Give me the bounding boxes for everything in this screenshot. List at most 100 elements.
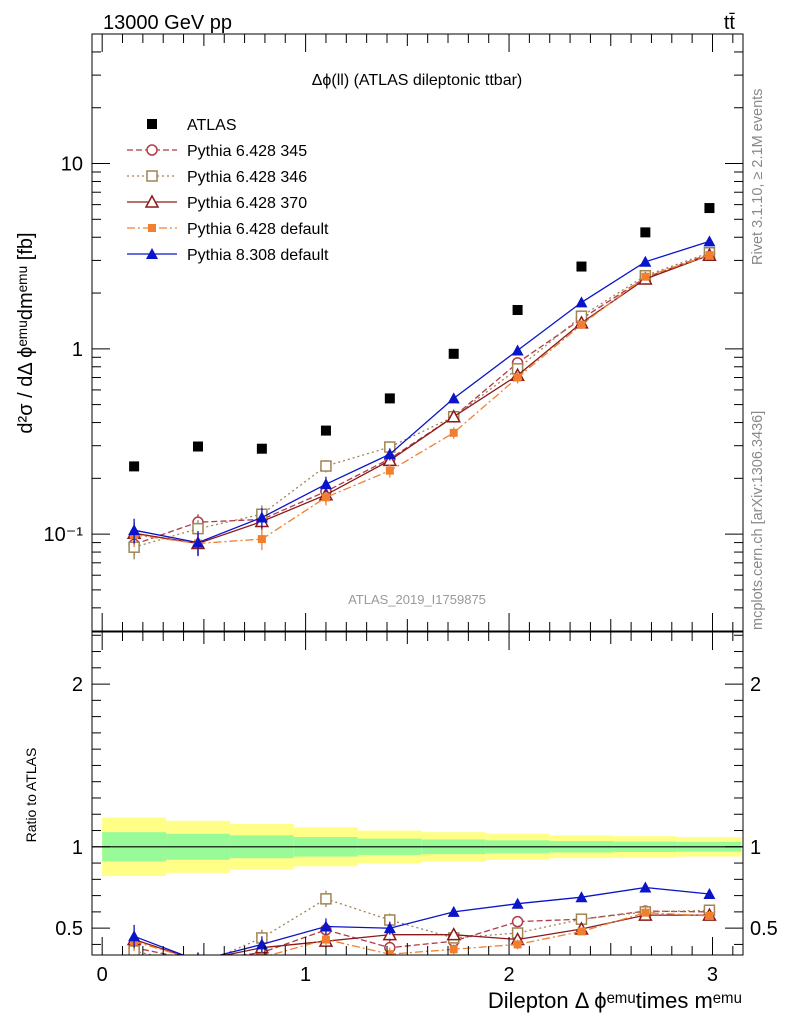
main-point [256, 443, 267, 454]
ratio-series-4 [128, 881, 716, 955]
main-point [383, 448, 396, 460]
analysis-watermark: ATLAS_2019_I1759875 [348, 592, 486, 607]
mcplots-label: mcplots.cern.ch [arXiv:1306.3436] [750, 411, 766, 630]
main-point [512, 304, 523, 315]
main-point [321, 493, 330, 502]
main-point [385, 466, 394, 475]
ratio-frame [91, 631, 744, 956]
main-series-line [134, 254, 710, 545]
main-plot-area [126, 203, 717, 560]
main-point [320, 460, 332, 472]
ratio-point [257, 953, 266, 955]
ratio-plot-area [92, 817, 743, 971]
ratio-point [513, 940, 522, 949]
ratio-point [446, 927, 461, 941]
main-point [255, 511, 268, 523]
legend-entry: Pythia 6.428 345 [127, 143, 307, 160]
legend-marker [147, 119, 157, 129]
rivet-label: Rivet 3.1.10, ≥ 2.1M events [750, 89, 766, 265]
main-title: Δϕ(ll) (ATLAS dileptonic ttbar) [312, 72, 523, 89]
main-series-3 [126, 247, 717, 556]
ratio-series-line [133, 914, 710, 955]
ratio-axes: 0.5 0.5 1 1 2 2 0 1 2 3 [55, 632, 778, 986]
main-series-line [133, 254, 710, 545]
main-point [577, 320, 586, 329]
main-series-1 [128, 248, 716, 557]
ratio-point [194, 957, 202, 965]
main-series-4 [130, 251, 714, 556]
main-y-tick-label: 10 [61, 154, 83, 176]
legend-entry: Pythia 8.308 default [127, 247, 329, 264]
ratio-series-line [133, 898, 710, 955]
legend: ATLAS Pythia 6.428 345 Pythia 6.428 346 Pyt… [127, 117, 329, 264]
ratio-point [641, 908, 650, 917]
main-point [257, 535, 266, 544]
ratio-point [703, 887, 716, 899]
main-point [513, 373, 522, 382]
ratio-panel: 0.5 0.5 1 1 2 2 0 1 2 3 Ratio to ATLAS Dilepton Δ… [23, 631, 778, 1013]
legend-label: Pythia 8.308 default [187, 247, 329, 264]
main-point [641, 272, 650, 281]
legend-label: Pythia 6.428 345 [187, 143, 307, 160]
ratio-point [705, 911, 714, 920]
ratio-point [639, 881, 652, 893]
ratio-point [193, 961, 203, 971]
main-point [320, 425, 331, 436]
main-series-line [133, 253, 710, 546]
legend-marker [146, 170, 158, 182]
ratio-point [319, 920, 332, 932]
ratio-point [321, 935, 330, 944]
x-tick-label: 1 [300, 964, 311, 986]
legend-label: Pythia 6.428 346 [187, 169, 307, 186]
main-y-tick-label: 1 [72, 339, 83, 361]
main-y-tick-label: 10⁻¹ [44, 524, 84, 546]
main-frame [91, 33, 744, 632]
ratio-point [383, 922, 396, 934]
ratio-series-1 [128, 890, 716, 971]
ratio-point [197, 954, 199, 955]
x-axis-label: Dilepton Δ ϕᵉᵐᵘtimes mᵉᵐᵘ [488, 988, 742, 1013]
ratio-y-tick-label: 2 [72, 674, 83, 696]
ratio-point [575, 891, 588, 903]
main-point [191, 536, 204, 548]
main-point [192, 441, 203, 452]
ratio-y-axis-label: Ratio to ATLAS [23, 748, 39, 843]
main-point [639, 255, 652, 267]
ratio-y-tick-label-right: 0.5 [750, 918, 778, 940]
ratio-series-line [133, 910, 710, 955]
main-y-axis-label: d²σ / dΔ ϕᵉᵐᵘdmᵉᵐᵘ [fb] [15, 232, 37, 433]
main-series-0 [129, 203, 715, 472]
main-point [705, 251, 714, 260]
ratio-point [577, 927, 586, 936]
main-point [704, 203, 715, 214]
ratio-point [511, 897, 524, 909]
ratio-point [320, 893, 332, 905]
legend-label: ATLAS [187, 117, 237, 134]
ratio-y-tick-label-right: 2 [750, 674, 761, 696]
ratio-series-0 [128, 905, 716, 955]
main-point [449, 428, 458, 437]
main-point [448, 348, 459, 359]
main-axes: 10⁻¹ 1 10 [44, 33, 743, 632]
legend-marker [148, 224, 156, 232]
ratio-series-line [133, 886, 710, 955]
main-point [446, 409, 461, 423]
main-series-2 [128, 246, 716, 560]
main-series-line [133, 252, 710, 548]
legend-entry: Pythia 6.428 346 [127, 169, 307, 186]
main-point [511, 344, 524, 356]
ratio-point [447, 905, 460, 917]
legend-label: Pythia 6.428 default [187, 221, 329, 238]
ratio-point [128, 930, 141, 942]
legend-marker [146, 144, 158, 156]
main-point [575, 296, 588, 308]
main-point [576, 261, 587, 272]
legend-entry: Pythia 6.428 370 [127, 194, 307, 212]
main-point [384, 393, 395, 404]
x-tick-label: 2 [503, 964, 514, 986]
header-right: tt̄ [724, 12, 736, 34]
legend-entry: Pythia 6.428 default [127, 221, 329, 238]
ratio-y-tick-label-right: 1 [750, 837, 761, 859]
